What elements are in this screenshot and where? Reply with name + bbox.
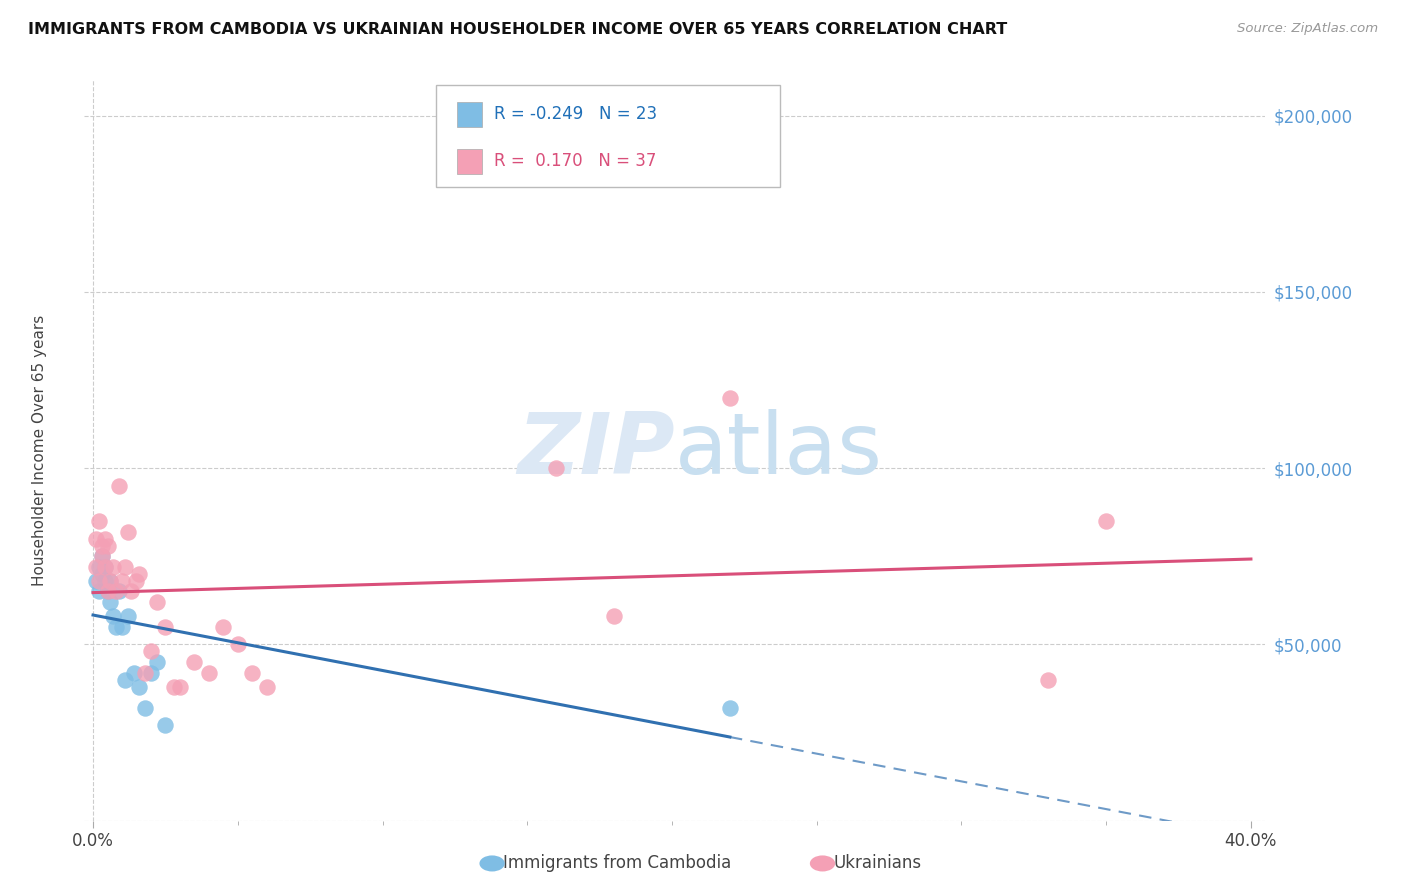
Point	[105, 620, 128, 634]
Point	[212, 620, 235, 634]
Point	[111, 620, 134, 634]
Point	[84, 574, 107, 588]
Point	[90, 549, 112, 564]
Point	[1095, 514, 1118, 528]
Point	[87, 574, 110, 588]
Point	[90, 539, 112, 553]
Point	[100, 595, 122, 609]
Point	[139, 644, 162, 658]
Text: R =  0.170   N = 37: R = 0.170 N = 37	[494, 153, 655, 170]
Text: R = -0.249   N = 23: R = -0.249 N = 23	[494, 105, 657, 123]
Point	[1038, 673, 1060, 687]
Point	[93, 532, 115, 546]
Point	[117, 609, 139, 624]
Point	[93, 559, 115, 574]
Point	[96, 539, 118, 553]
Point	[84, 532, 107, 546]
Point	[108, 584, 131, 599]
Point	[128, 680, 150, 694]
Point	[169, 680, 191, 694]
Point	[240, 665, 263, 680]
Text: Source: ZipAtlas.com: Source: ZipAtlas.com	[1237, 22, 1378, 36]
Point	[93, 559, 115, 574]
Point	[105, 584, 128, 599]
Text: Householder Income Over 65 years: Householder Income Over 65 years	[32, 315, 46, 586]
Point	[103, 609, 125, 624]
Point	[103, 559, 125, 574]
Point	[603, 609, 626, 624]
Point	[90, 549, 112, 564]
Point	[122, 665, 145, 680]
Point	[87, 514, 110, 528]
Point	[90, 566, 112, 581]
Point	[546, 461, 568, 475]
Point	[139, 665, 162, 680]
Point	[87, 584, 110, 599]
Point	[134, 701, 156, 715]
Point	[134, 665, 156, 680]
Point	[256, 680, 278, 694]
Point	[718, 391, 741, 405]
Point	[108, 479, 131, 493]
Text: Immigrants from Cambodia: Immigrants from Cambodia	[503, 855, 731, 872]
Point	[145, 595, 167, 609]
Point	[226, 637, 249, 651]
Point	[96, 584, 118, 599]
Point	[117, 524, 139, 539]
Point	[100, 574, 122, 588]
Point	[84, 559, 107, 574]
Point	[155, 620, 177, 634]
Text: atlas: atlas	[675, 409, 883, 492]
Point	[145, 655, 167, 669]
Point	[125, 574, 148, 588]
Point	[163, 680, 186, 694]
Point	[198, 665, 221, 680]
Point	[120, 584, 142, 599]
Point	[114, 673, 136, 687]
Text: ZIP: ZIP	[517, 409, 675, 492]
Point	[96, 584, 118, 599]
Point	[718, 701, 741, 715]
Point	[128, 566, 150, 581]
Point	[155, 718, 177, 732]
Point	[100, 574, 122, 588]
Point	[183, 655, 205, 669]
Point	[114, 559, 136, 574]
Point	[87, 559, 110, 574]
Point	[93, 574, 115, 588]
Point	[111, 574, 134, 588]
Text: IMMIGRANTS FROM CAMBODIA VS UKRAINIAN HOUSEHOLDER INCOME OVER 65 YEARS CORRELATI: IMMIGRANTS FROM CAMBODIA VS UKRAINIAN HO…	[28, 22, 1007, 37]
Text: Ukrainians: Ukrainians	[834, 855, 922, 872]
